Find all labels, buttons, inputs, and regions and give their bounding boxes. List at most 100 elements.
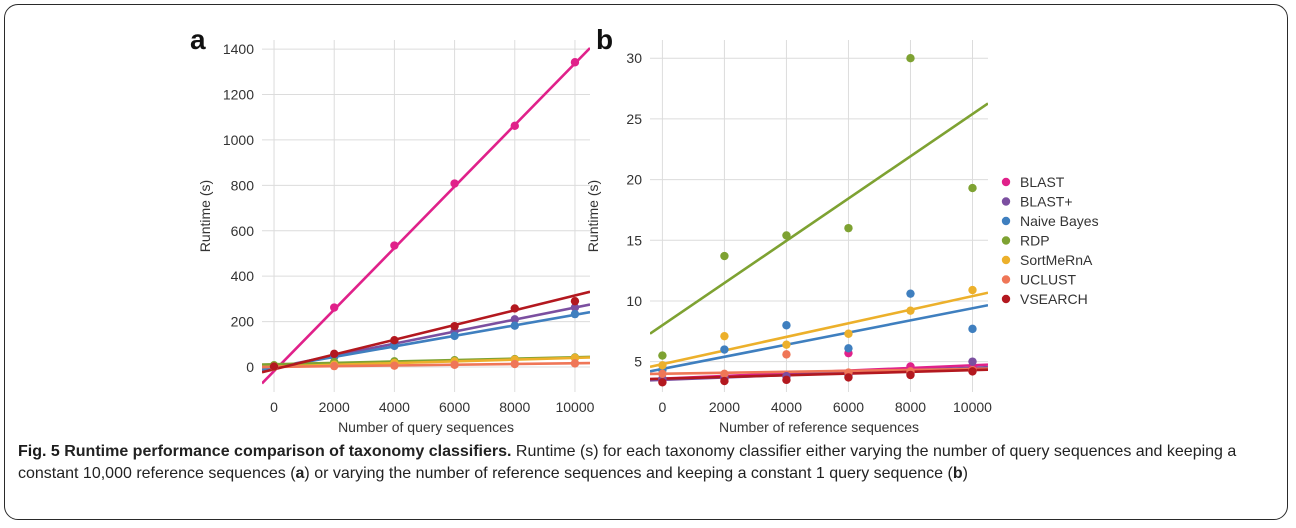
data-point-b-4-4: [906, 306, 915, 315]
legend: BLAST BLAST+ Naive Bayes RDP SortMeRnA UCLUST…: [1001, 174, 1099, 307]
data-point-b-4-3: [844, 329, 853, 338]
y-tick-label-a-4: 800: [231, 177, 255, 193]
data-point-b-5-2: [782, 350, 791, 359]
panel-label-a: a: [190, 24, 206, 55]
legend-marker-1: [1001, 197, 1011, 206]
caption-title: Runtime performance comparison of taxono…: [59, 443, 512, 460]
data-point-a-0-1: [330, 303, 339, 312]
legend-marker-0: [1001, 177, 1011, 187]
fit-line-b-6: [650, 368, 988, 381]
data-point-a-5-3: [450, 360, 459, 369]
x-tick-label-b-3: 6000: [833, 399, 864, 415]
data-point-a-5-4: [510, 359, 519, 369]
data-point-b-3-0: [658, 351, 667, 360]
data-point-b-3-4: [906, 54, 915, 63]
y-tick-label-a-6: 1200: [223, 87, 254, 103]
figure-frame: [4, 4, 1288, 520]
legend-marker-6: [1001, 294, 1011, 304]
x-tick-label-a-0: 0: [270, 399, 278, 415]
data-point-a-2-3: [450, 331, 459, 341]
x-tick-label-a-5: 10000: [555, 399, 594, 415]
data-point-b-4-5: [968, 285, 977, 295]
data-point-b-6-1: [720, 376, 729, 386]
y-tick-label-a-5: 1000: [223, 132, 254, 148]
data-point-b-3-2: [782, 231, 791, 240]
data-point-b-2-2: [782, 321, 791, 330]
caption-ref-a: a: [295, 465, 305, 482]
data-point-b-6-3: [844, 373, 853, 382]
data-point-b-2-5: [968, 324, 977, 334]
legend-label-3: RDP: [1020, 233, 1050, 249]
caption-label: Fig. 5: [18, 443, 60, 460]
data-point-b-2-4: [906, 289, 915, 298]
data-point-b-6-2: [782, 375, 791, 385]
caption-text-3: ): [962, 465, 968, 482]
figure-caption: Fig. 5 Runtime performance comparison of…: [18, 441, 1268, 485]
y-axis-label-b: Runtime (s): [585, 180, 601, 252]
legend-label-2: Naive Bayes: [1020, 213, 1099, 229]
caption-text-1: Runtime (s) for each taxonomy classifier…: [18, 443, 1237, 482]
data-point-a-0-3: [450, 179, 459, 188]
data-point-b-3-5: [968, 183, 977, 193]
figure-plots: a b 0 2000 4000 6000 8000 1000002004006008001…: [190, 24, 1099, 435]
y-tick-label-b-0: 5: [634, 354, 642, 370]
y-tick-label-b-3: 20: [626, 172, 642, 188]
chart-a: 0 2000 4000 6000 8000 10000 0 200 400 600 800 1000 1…: [197, 40, 595, 435]
y-tick-label-a-7: 1400: [223, 41, 254, 57]
data-point-b-6-5: [968, 367, 977, 376]
data-point-a-5-5: [570, 359, 580, 368]
data-point-b-4-2: [782, 340, 791, 349]
data-point-a-0-5: [570, 58, 580, 67]
fit-line-b-4: [650, 291, 988, 369]
legend-label-1: BLAST+: [1020, 194, 1073, 210]
fit-lines-b: [650, 102, 988, 382]
chart-b: 0 2000 4000 6000 8000 10000 5 10 15 20 25 30 Number …: [585, 40, 992, 435]
data-point-a-1-4: [510, 315, 519, 324]
panel-label-b: b: [596, 24, 613, 55]
y-tick-label-b-5: 30: [626, 50, 642, 66]
x-tick-label-b-0: 0: [659, 399, 667, 415]
fit-line-b-5: [650, 367, 988, 376]
legend-label-4: SortMeRnA: [1020, 252, 1093, 268]
data-point-a-0-4: [510, 121, 519, 131]
x-tick-label-a-3: 6000: [439, 399, 470, 415]
caption-ref-b: b: [952, 465, 963, 482]
x-tick-label-a-2: 4000: [379, 399, 410, 415]
data-point-b-4-0: [658, 361, 667, 370]
x-tick-label-b-1: 2000: [709, 399, 740, 415]
data-point-a-6-5: [570, 296, 580, 306]
fit-lines-a: [262, 47, 590, 385]
fit-line-a-0: [262, 47, 590, 385]
y-tick-label-b-4: 25: [626, 111, 642, 127]
x-axis-label-b: Number of reference sequences: [719, 419, 919, 435]
data-point-a-6-0: [269, 362, 279, 371]
data-point-b-1-5: [968, 357, 977, 366]
data-point-a-2-5: [570, 309, 580, 319]
y-tick-label-a-0: 0: [246, 359, 254, 375]
data-point-a-5-2: [390, 361, 399, 370]
data-point-a-6-4: [510, 304, 519, 313]
y-tick-label-a-2: 400: [231, 268, 255, 284]
x-tick-label-a-4: 8000: [499, 399, 530, 415]
fit-line-a-6: [262, 290, 590, 374]
data-point-a-0-2: [390, 241, 399, 250]
data-point-a-6-1: [330, 349, 339, 359]
fit-line-b-2: [650, 303, 988, 373]
legend-marker-2: [1001, 216, 1011, 226]
data-point-b-4-1: [720, 331, 729, 341]
data-point-a-5-1: [330, 361, 339, 371]
legend-label-0: BLAST: [1020, 174, 1065, 190]
legend-marker-3: [1001, 236, 1011, 245]
data-point-a-6-3: [450, 321, 459, 331]
data-point-b-2-1: [720, 345, 729, 354]
data-point-a-2-4: [510, 321, 519, 330]
legend-marker-4: [1001, 255, 1011, 265]
fit-line-a-5: [262, 361, 590, 369]
y-tick-label-b-2: 15: [626, 232, 642, 248]
caption-text-2: ) or varying the number of reference seq…: [304, 465, 953, 482]
x-tick-label-a-1: 2000: [319, 399, 350, 415]
data-point-b-5-1: [720, 369, 729, 378]
x-axis-label-a: Number of query sequences: [338, 419, 514, 435]
data-point-b-6-0: [658, 378, 667, 387]
x-tick-label-b-5: 10000: [953, 399, 992, 415]
